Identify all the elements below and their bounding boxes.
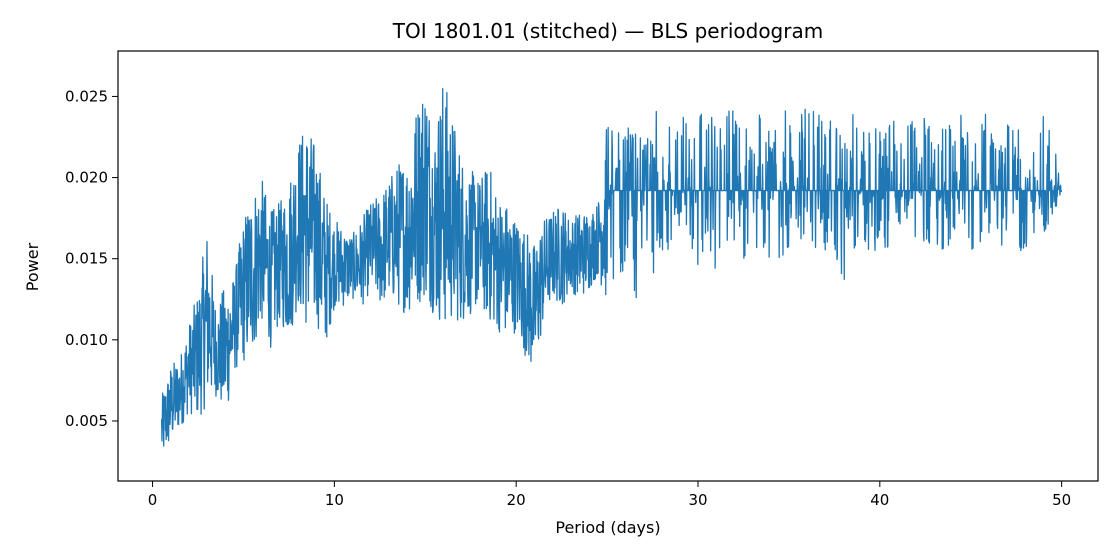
- plot-area: [160, 88, 1063, 447]
- y-axis-ticks: 0.005 0.010 0.015 0.020 0.025: [65, 87, 118, 430]
- plot-frame: [117, 50, 1099, 482]
- power-series-line: [160, 88, 1063, 447]
- x-axis-label: Period (days): [555, 518, 660, 537]
- y-tick-label: 0.005: [65, 412, 108, 430]
- chart-title: TOI 1801.01 (stitched) — BLS periodogram: [392, 19, 823, 43]
- y-tick-label: 0.010: [65, 331, 108, 349]
- x-axis-ticks: 0 10 20 30 40 50: [148, 481, 1071, 509]
- x-tick-label: 20: [507, 491, 526, 509]
- x-tick-label: 0: [148, 491, 158, 509]
- y-tick-label: 0.020: [65, 169, 108, 187]
- y-axis-label: Power: [23, 242, 42, 291]
- x-tick-label: 30: [688, 491, 707, 509]
- x-tick-label: 10: [325, 491, 344, 509]
- y-tick-label: 0.015: [65, 250, 108, 268]
- x-tick-label: 40: [870, 491, 889, 509]
- y-tick-label: 0.025: [65, 87, 108, 105]
- x-tick-label: 50: [1052, 491, 1071, 509]
